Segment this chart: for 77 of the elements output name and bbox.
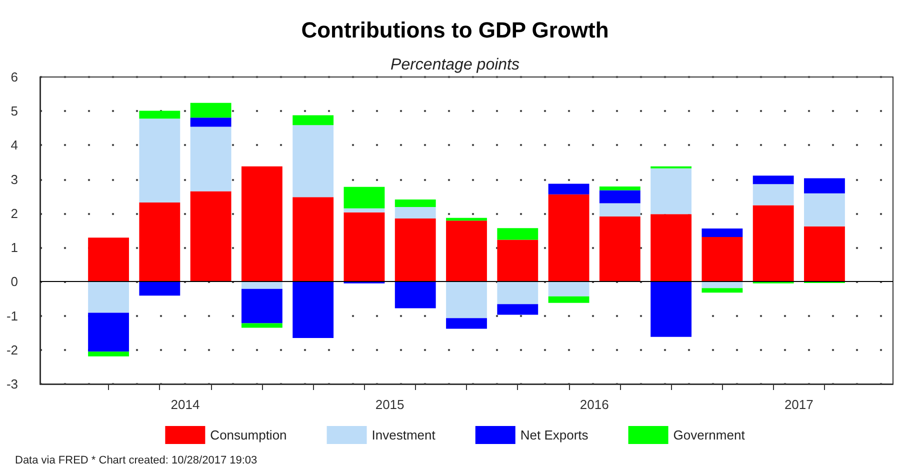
legend-label: Investment: [372, 428, 436, 442]
bar: [599, 186, 640, 190]
bar: [190, 191, 232, 282]
y-tick-label: -2: [6, 342, 18, 358]
bar: [702, 288, 743, 293]
bar: [497, 228, 538, 240]
bar: [190, 126, 232, 192]
bar: [752, 176, 794, 184]
bar: [292, 197, 334, 282]
bar: [650, 168, 692, 214]
y-tick-label: -3: [6, 376, 18, 392]
y-tick-label: 6: [10, 70, 18, 84]
bar: [292, 115, 334, 126]
bar: [88, 238, 129, 282]
bar: [190, 102, 232, 118]
bar: [241, 166, 282, 282]
y-tick-label: 0: [10, 274, 18, 290]
bar: [599, 203, 640, 217]
bar: [650, 282, 692, 337]
bar: [702, 282, 743, 288]
bar: [394, 218, 436, 282]
x-tick-label: 2015: [375, 397, 404, 412]
bar: [804, 178, 845, 194]
bar: [497, 304, 538, 315]
bar: [88, 352, 129, 356]
bar: [446, 318, 487, 329]
bar: [599, 216, 640, 282]
y-tick-label: 3: [10, 172, 18, 187]
bar: [139, 118, 180, 203]
x-tick-label: 2014: [170, 397, 200, 412]
bar: [497, 240, 538, 282]
bar: [752, 205, 794, 282]
bar: [548, 282, 590, 296]
bar: [804, 226, 845, 282]
legend-label: Consumption: [210, 428, 287, 442]
bar: [446, 220, 487, 282]
bar: [446, 282, 487, 318]
bar: [139, 110, 180, 119]
y-tick-label: -1: [6, 308, 18, 324]
bar: [702, 228, 743, 237]
y-tick-label: 5: [10, 104, 18, 119]
bar: [190, 118, 232, 127]
bar: [497, 282, 538, 304]
legend-label: Net Exports: [520, 428, 589, 442]
bar: [241, 323, 282, 328]
bar: [650, 214, 692, 282]
bar: [394, 282, 436, 308]
bar: [241, 282, 282, 289]
x-tick-label: 2017: [784, 397, 814, 412]
bar: [446, 218, 487, 221]
bar: [752, 184, 794, 206]
bar: [394, 199, 436, 207]
bar: [292, 282, 334, 338]
bar: [344, 212, 385, 282]
bar: [292, 125, 334, 198]
y-tick-label: 1: [10, 240, 18, 256]
bar: [702, 236, 743, 282]
chart-title: Contributions to GDP Growth: [301, 18, 609, 42]
x-tick-label: 2016: [580, 397, 609, 412]
bar: [548, 194, 590, 282]
bar: [394, 206, 436, 219]
bar: [344, 186, 385, 208]
bar: [804, 193, 845, 226]
bar: [548, 184, 590, 194]
y-tick-label: 4: [10, 138, 18, 153]
bar: [599, 190, 640, 204]
bar: [88, 282, 129, 313]
bar: [139, 202, 180, 282]
bar: [548, 296, 590, 303]
text: Data via FRED * Chart created: 10/28/2017 19:03: [15, 454, 258, 466]
chart-subtitle: Percentage points: [390, 56, 520, 74]
bar: [344, 208, 385, 212]
bar: [88, 312, 129, 352]
legend-label: Government: [673, 428, 746, 442]
y-tick-label: 2: [10, 206, 18, 221]
bar: [241, 288, 282, 324]
bar: [139, 282, 180, 296]
